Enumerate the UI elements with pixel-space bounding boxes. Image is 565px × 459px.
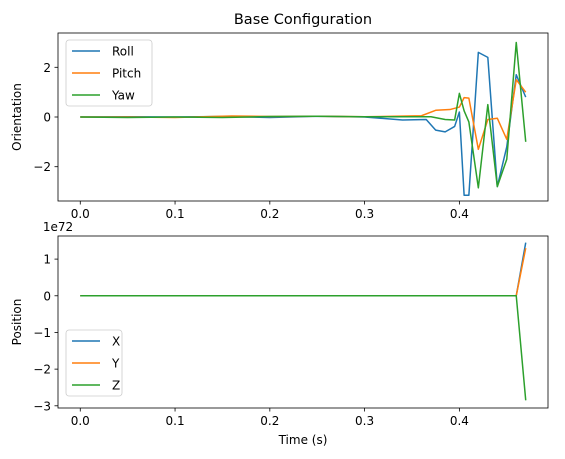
legend-label-z: Z bbox=[112, 379, 120, 393]
x-tick-label: 0.0 bbox=[71, 414, 90, 428]
x-tick-label: 0.3 bbox=[355, 414, 374, 428]
legend-label-roll: Roll bbox=[112, 45, 134, 59]
x-tick-label: 0.2 bbox=[260, 207, 279, 221]
x-axis-label: Time (s) bbox=[278, 433, 328, 447]
legend: XYZ bbox=[65, 329, 123, 397]
x-tick-label: 0.4 bbox=[450, 207, 469, 221]
y-tick-label: 0 bbox=[43, 111, 51, 125]
series-line-yaw bbox=[80, 41, 527, 189]
x-tick-label: 0.1 bbox=[166, 207, 185, 221]
y-tick-label: −1 bbox=[33, 326, 51, 340]
x-tick-label: 0.2 bbox=[260, 414, 279, 428]
legend-box bbox=[65, 39, 153, 107]
axes-frame bbox=[57, 235, 549, 409]
x-tick-label: 0.0 bbox=[71, 207, 90, 221]
x-tick-label: 0.1 bbox=[166, 414, 185, 428]
chart-title: Base Configuration bbox=[234, 12, 372, 28]
legend-label-x: X bbox=[112, 335, 120, 349]
y-tick-label: 1 bbox=[43, 253, 51, 267]
chart-2: 0.0 0.1 0.2 0.3 0.4 −3 −2 −1 0 1 Position Time (s) 1… bbox=[10, 220, 549, 447]
y-axis-label: Position bbox=[10, 299, 24, 346]
legend-label-pitch: Pitch bbox=[112, 67, 141, 81]
x-tick-label: 0.4 bbox=[450, 414, 469, 428]
series-line-z bbox=[80, 295, 527, 401]
chart-1: 0.0 0.1 0.2 0.3 0.4 −2 0 2 Orientation Base Confi… bbox=[10, 12, 549, 221]
y-tick-label: −3 bbox=[33, 399, 51, 413]
y-tick-label: −2 bbox=[33, 160, 51, 174]
legend: Roll Pitch Yaw bbox=[65, 39, 153, 107]
y-tick-label: 2 bbox=[43, 61, 51, 75]
y-tick-label: −2 bbox=[33, 363, 51, 377]
y-tick-label: 0 bbox=[43, 289, 51, 303]
y-axis-label: Orientation bbox=[10, 83, 24, 151]
y-scale-offset-label: 1e72 bbox=[43, 220, 73, 234]
x-tick-label: 0.3 bbox=[355, 207, 374, 221]
series-line-pitch bbox=[80, 78, 527, 151]
legend-label-y: Y bbox=[111, 357, 120, 371]
legend-label-yaw: Yaw bbox=[111, 89, 135, 103]
